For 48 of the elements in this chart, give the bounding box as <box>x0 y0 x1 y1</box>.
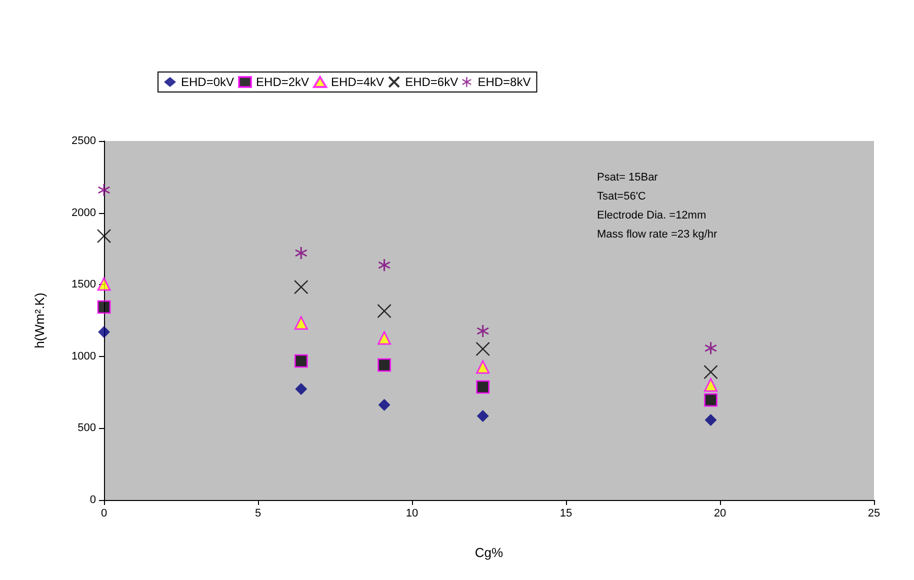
legend-label: EHD=4kV <box>331 75 384 89</box>
point <box>295 382 308 395</box>
x-tick-label: 15 <box>560 508 572 520</box>
y-tick-label: 1000 <box>72 350 96 362</box>
point <box>704 414 717 426</box>
y-tick-label: 2000 <box>72 206 96 219</box>
x-axis-title: Cg% <box>474 545 504 560</box>
point <box>476 410 489 422</box>
y-axis-title: h(Wm².K) <box>32 292 47 348</box>
legend-label: EHD=6kV <box>405 75 458 89</box>
x-tick-label: 20 <box>714 508 726 520</box>
point <box>98 326 110 338</box>
point <box>96 228 112 244</box>
y-tick-label: 500 <box>78 422 96 434</box>
legend-label: EHD=8kV <box>478 75 531 89</box>
x-tick-label: 0 <box>100 508 108 520</box>
y-tick-label: 0 <box>90 494 96 506</box>
x-tick-label: 25 <box>868 508 880 520</box>
point <box>378 398 390 411</box>
x-tick-label: 10 <box>406 508 418 520</box>
point <box>377 304 392 318</box>
point <box>295 247 308 260</box>
point <box>294 280 308 294</box>
y-tick-label: 2500 <box>72 135 96 147</box>
point <box>476 324 489 337</box>
annotation: Tsat=56'C <box>597 190 646 202</box>
point <box>704 342 717 354</box>
point <box>378 358 392 372</box>
point <box>704 393 718 407</box>
point <box>97 277 111 291</box>
point <box>378 331 392 345</box>
y-tick-label: 1500 <box>72 278 96 291</box>
point <box>378 259 390 272</box>
point <box>476 342 490 356</box>
x-tick-label: 5 <box>254 508 262 520</box>
point <box>294 354 308 368</box>
legend-label: EHD=0kV <box>181 75 234 89</box>
annotation: Psat= 15Bar <box>597 172 658 184</box>
legend-label: EHD=2kV <box>256 75 310 89</box>
point <box>704 364 718 380</box>
annotation: Mass flow rate =23 kg/hr <box>597 228 718 240</box>
point <box>97 300 111 314</box>
annotation: Electrode Dia. =12mm <box>597 210 706 222</box>
point <box>704 378 718 392</box>
point <box>476 380 490 394</box>
point <box>294 316 308 330</box>
point <box>476 360 490 374</box>
point <box>98 184 110 196</box>
